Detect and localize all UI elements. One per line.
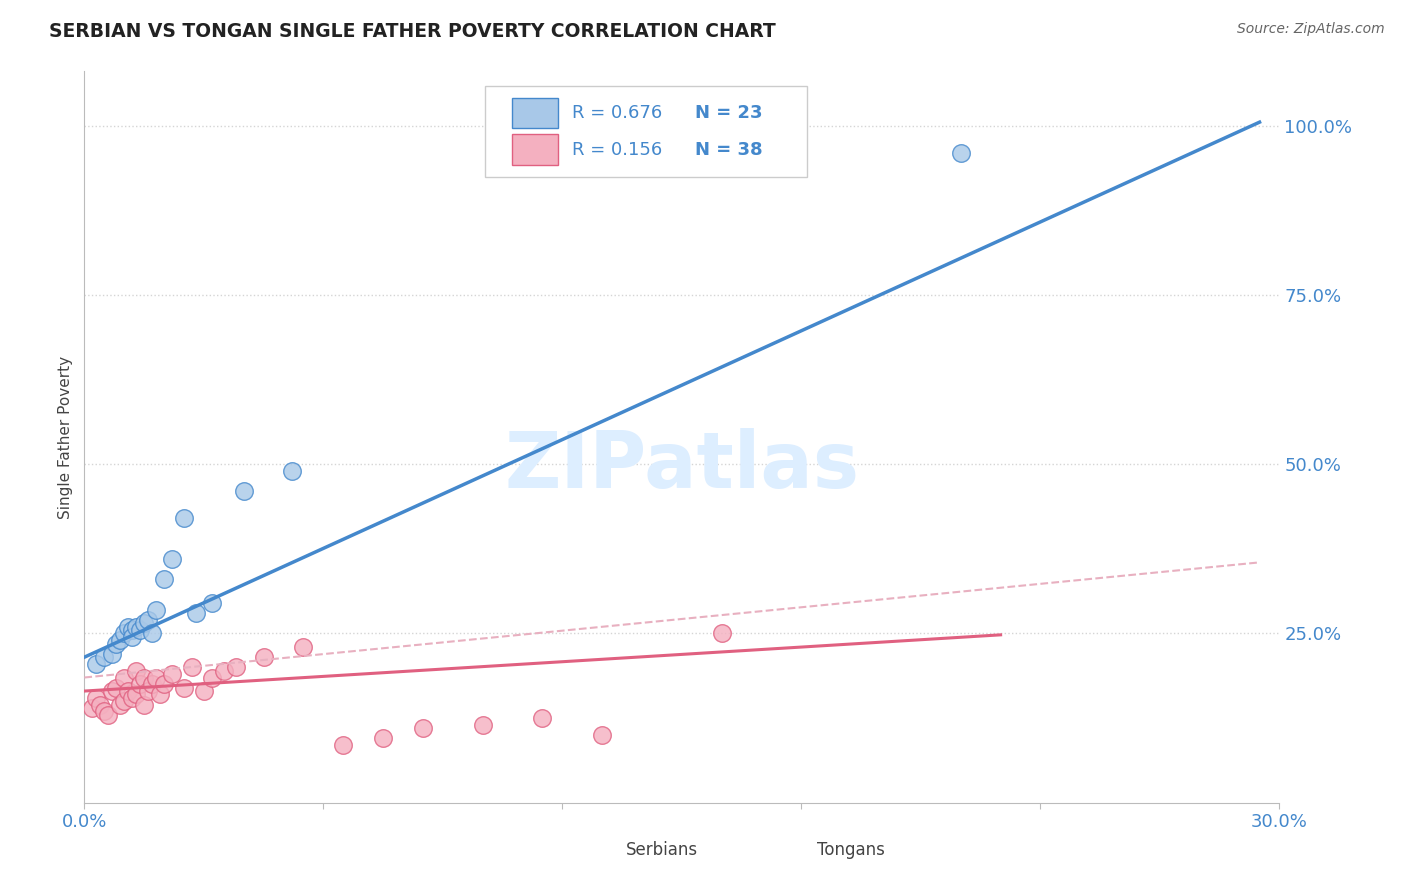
Point (710, 626, 733, 640)
Point (232, 484, 254, 499)
FancyBboxPatch shape (778, 838, 807, 863)
Point (129, 677, 152, 691)
Point (145, 671, 167, 685)
Text: N = 23: N = 23 (695, 104, 762, 122)
Point (86, 657, 108, 671)
FancyBboxPatch shape (512, 98, 558, 128)
Point (212, 664, 235, 678)
FancyBboxPatch shape (586, 838, 616, 863)
Point (121, 630, 143, 644)
Point (136, 684, 159, 698)
Y-axis label: Single Father Poverty: Single Father Poverty (58, 356, 73, 518)
Point (132, 671, 156, 685)
Point (136, 613, 159, 627)
Point (173, 681, 195, 695)
Point (132, 616, 156, 631)
Point (471, 718, 494, 732)
FancyBboxPatch shape (485, 86, 807, 178)
Point (117, 620, 139, 634)
Point (201, 671, 224, 685)
Point (89, 698, 111, 712)
Point (949, 145, 972, 160)
Point (253, 650, 276, 665)
Point (141, 677, 163, 691)
Point (141, 626, 163, 640)
Text: R = 0.156: R = 0.156 (572, 141, 662, 159)
Point (101, 647, 124, 661)
Point (105, 681, 128, 695)
Point (280, 464, 302, 478)
Text: SERBIAN VS TONGAN SINGLE FATHER POVERTY CORRELATION CHART: SERBIAN VS TONGAN SINGLE FATHER POVERTY … (49, 22, 776, 41)
Point (332, 738, 354, 752)
Point (125, 688, 148, 702)
Point (117, 684, 139, 698)
Point (125, 620, 148, 634)
Point (160, 667, 183, 681)
Point (125, 664, 148, 678)
Point (201, 596, 224, 610)
Text: R = 0.676: R = 0.676 (572, 104, 662, 122)
Point (132, 698, 156, 712)
Point (412, 721, 434, 735)
Point (112, 671, 135, 685)
Point (110, 698, 132, 712)
Point (129, 623, 152, 637)
Point (86, 690, 108, 705)
Point (112, 694, 135, 708)
Point (184, 606, 207, 620)
Point (292, 640, 315, 654)
Point (181, 660, 204, 674)
Point (97, 707, 120, 722)
Text: ZIPatlas: ZIPatlas (505, 428, 859, 504)
Point (121, 690, 143, 705)
Text: Serbians: Serbians (626, 841, 697, 859)
Point (112, 626, 135, 640)
Point (373, 731, 395, 746)
Point (531, 711, 554, 725)
Point (225, 660, 247, 674)
Text: N = 38: N = 38 (695, 141, 762, 159)
FancyBboxPatch shape (512, 135, 558, 165)
Point (160, 552, 183, 566)
Text: Source: ZipAtlas.com: Source: ZipAtlas.com (1237, 22, 1385, 37)
Point (149, 688, 172, 702)
Point (145, 603, 167, 617)
Point (153, 677, 176, 691)
Point (93, 650, 115, 665)
Point (105, 637, 128, 651)
Point (110, 633, 132, 648)
Point (121, 623, 143, 637)
Point (93, 705, 115, 719)
Text: Tongans: Tongans (817, 841, 884, 859)
Point (153, 572, 176, 586)
Point (193, 684, 215, 698)
Point (101, 684, 124, 698)
Point (82, 701, 104, 715)
Point (591, 728, 613, 742)
Point (173, 511, 195, 525)
